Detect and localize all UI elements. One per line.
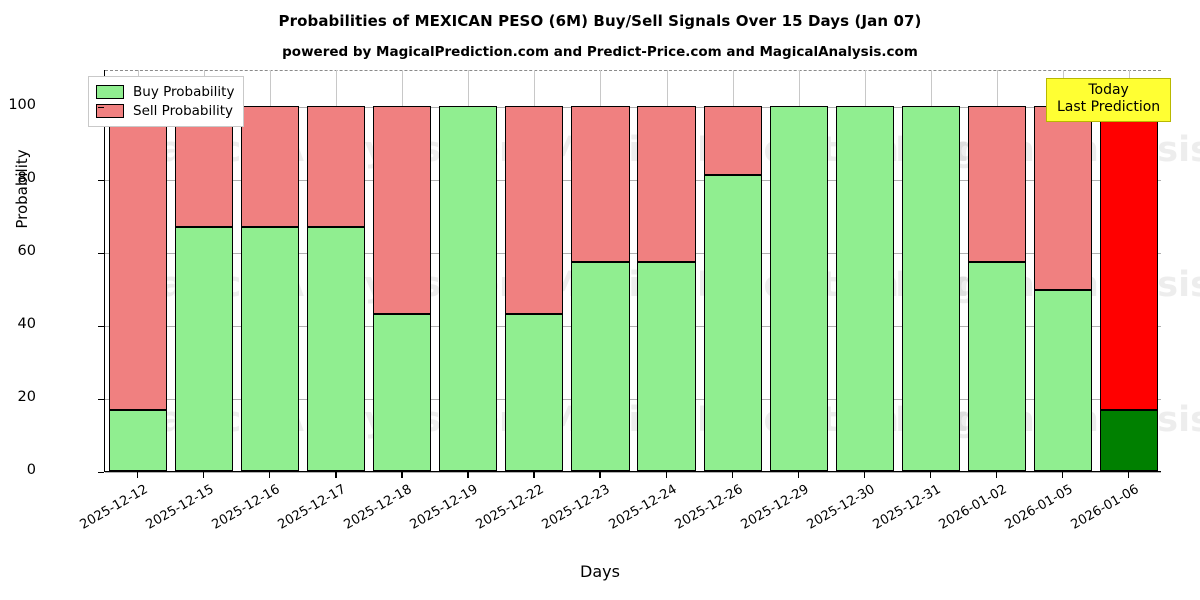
today-label-line2: Last Prediction <box>1057 99 1161 116</box>
y-tick-label-0: 0 <box>26 462 36 478</box>
bar-segment-buy[interactable] <box>439 105 498 471</box>
bar-segment-sell[interactable] <box>703 105 762 175</box>
x-tick-mark <box>599 472 601 478</box>
bar-segment-buy[interactable] <box>1033 290 1092 471</box>
bar-segment-sell[interactable] <box>1033 105 1092 291</box>
bar-2025-12-26[interactable] <box>703 69 762 471</box>
x-tick-mark <box>863 472 866 478</box>
bar-segment-sell[interactable] <box>637 105 696 263</box>
chart-title: Probabilities of MEXICAN PESO (6M) Buy/S… <box>278 12 922 30</box>
y-tick-mark <box>98 106 104 108</box>
bar-segment-buy[interactable] <box>175 227 234 471</box>
bar-2025-12-16[interactable] <box>241 69 300 471</box>
bar-segment-buy[interactable] <box>769 105 828 471</box>
bar-2026-01-02[interactable] <box>967 69 1026 471</box>
x-tick-mark <box>269 472 271 478</box>
bar-segment-sell[interactable] <box>505 105 564 315</box>
today-label-line1: Today <box>1088 82 1129 98</box>
bar-2025-12-15[interactable] <box>175 69 234 471</box>
x-tick-mark <box>1127 472 1130 478</box>
bar-2025-12-31[interactable] <box>901 69 960 471</box>
legend: Buy Probability Sell Probability <box>88 76 245 127</box>
y-tick-label-40: 40 <box>17 315 36 332</box>
reference-dashed-line <box>105 70 1161 71</box>
x-tick-mark <box>797 472 799 478</box>
bar-2025-12-22[interactable] <box>505 69 564 471</box>
bar-segment-buy[interactable] <box>835 105 894 471</box>
bar-segment-buy[interactable] <box>108 409 168 471</box>
y-tick-label-20: 20 <box>17 388 36 405</box>
bar-2025-12-24[interactable] <box>637 69 696 471</box>
bar-segment-sell[interactable] <box>241 105 300 228</box>
bar-segment-buy[interactable] <box>241 227 300 471</box>
x-tick-mark <box>665 472 667 478</box>
x-tick-mark <box>929 472 932 478</box>
bar-2026-01-05[interactable] <box>1033 69 1092 471</box>
bar-2025-12-23[interactable] <box>571 69 630 471</box>
bar-segment-buy[interactable] <box>637 262 696 471</box>
x-axis-label: Days <box>580 562 620 581</box>
y-tick-label-60: 60 <box>17 242 36 259</box>
bar-2025-12-29[interactable] <box>769 69 828 471</box>
x-tick-mark <box>203 472 205 478</box>
bar-2026-01-06[interactable] <box>1099 69 1159 471</box>
y-tick-mark <box>98 398 104 401</box>
y-tick-mark <box>98 325 104 328</box>
x-tick-mark <box>731 472 733 478</box>
legend-item-buy: Buy Probability <box>96 82 234 101</box>
bar-segment-sell[interactable] <box>1099 105 1159 410</box>
bar-segment-buy[interactable] <box>1099 409 1159 471</box>
bar-2025-12-18[interactable] <box>373 69 432 471</box>
gridline-y-60 <box>105 252 1161 254</box>
bar-segment-buy[interactable] <box>373 314 432 471</box>
bar-segment-sell[interactable] <box>373 105 432 315</box>
plot-inner: MagicalAnalysis.comMagicalPrediction.com… <box>105 69 1200 473</box>
y-tick-label-80: 80 <box>17 169 36 186</box>
x-tick-mark <box>401 472 403 478</box>
today-annotation: Today Last Prediction <box>1046 78 1172 123</box>
gridline-y-20 <box>105 398 1161 400</box>
bar-segment-sell[interactable] <box>967 105 1026 263</box>
chart-subtitle: powered by MagicalPrediction.com and Pre… <box>282 44 918 60</box>
bar-2025-12-30[interactable] <box>835 69 894 471</box>
x-tick-mark <box>467 472 469 478</box>
bar-segment-sell[interactable] <box>307 105 366 228</box>
bar-segment-buy[interactable] <box>703 174 762 471</box>
y-tick-label-100: 100 <box>8 96 36 113</box>
legend-label-buy: Buy Probability <box>133 83 235 100</box>
bar-segment-buy[interactable] <box>307 227 366 471</box>
legend-item-sell: Sell Probability <box>96 101 234 120</box>
bar-segment-buy[interactable] <box>901 105 960 471</box>
bar-segment-sell[interactable] <box>571 105 630 263</box>
x-tick-mark <box>995 472 998 478</box>
y-tick-mark <box>98 179 104 181</box>
gridline-y-0 <box>105 472 1161 473</box>
bar-2025-12-19[interactable] <box>439 69 498 471</box>
bar-segment-buy[interactable] <box>505 314 564 471</box>
bar-segment-buy[interactable] <box>571 262 630 471</box>
x-tick-mark <box>1061 472 1064 478</box>
gridline-y-80 <box>105 179 1161 181</box>
legend-swatch-buy <box>96 84 124 99</box>
x-tick-mark <box>335 472 337 478</box>
y-tick-mark <box>98 472 104 474</box>
bar-2025-12-17[interactable] <box>307 69 366 471</box>
bar-2025-12-12[interactable] <box>108 69 168 471</box>
bar-segment-sell[interactable] <box>108 105 168 410</box>
y-tick-mark <box>98 252 104 255</box>
gridline-y-100 <box>105 106 1161 108</box>
x-tick-mark <box>137 472 139 478</box>
x-tick-mark <box>533 472 535 478</box>
bar-segment-buy[interactable] <box>967 262 1026 471</box>
plot-area: MagicalAnalysis.comMagicalPrediction.com… <box>104 69 1200 473</box>
legend-label-sell: Sell Probability <box>133 102 234 119</box>
gridline-y-40 <box>105 325 1161 327</box>
